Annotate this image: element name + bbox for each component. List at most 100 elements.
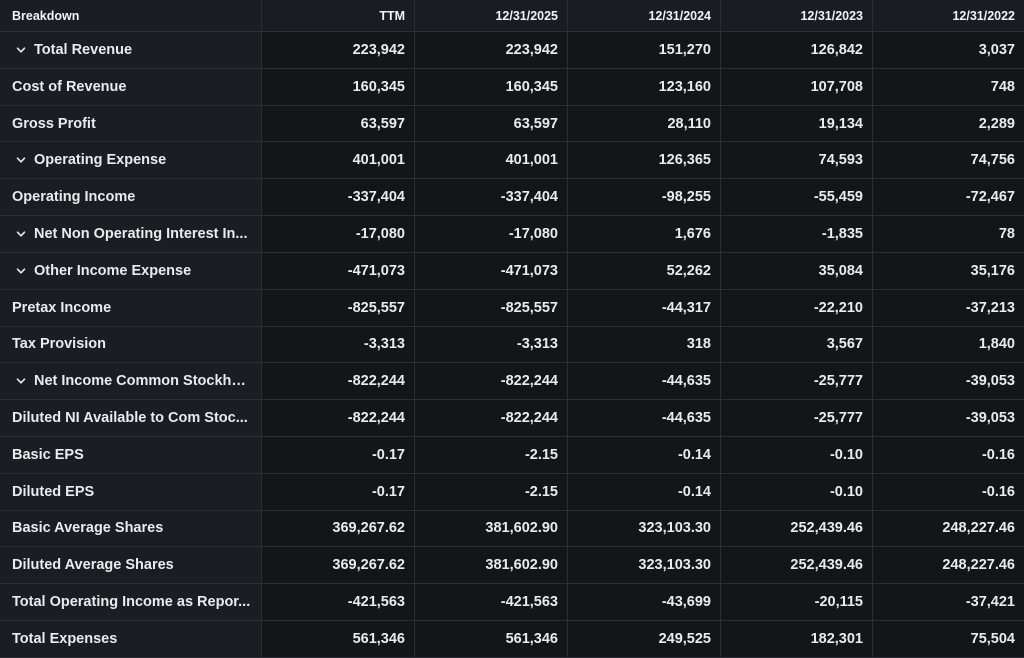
row-label-tax-provision: Tax Provision	[0, 326, 262, 364]
chevron-down-icon[interactable]	[15, 375, 27, 387]
value-cell: -25,777	[721, 363, 873, 401]
value-cell: -0.14	[568, 473, 721, 511]
value-cell: -822,244	[262, 400, 415, 437]
value-cell: 318	[568, 326, 721, 364]
value-cell: -822,244	[415, 400, 568, 437]
value-cell: 19,134	[721, 105, 873, 143]
value-cell: 28,110	[568, 105, 721, 143]
value-cell: 249,525	[568, 621, 721, 658]
value-cell: -43,699	[568, 584, 721, 621]
value-cell: -825,557	[415, 289, 568, 327]
value-cell: -72,467	[873, 179, 1024, 217]
value-cell: -44,635	[568, 363, 721, 401]
value-cell: -822,244	[415, 363, 568, 401]
value-cell: 381,602.90	[415, 547, 568, 585]
value-cell: 35,176	[873, 252, 1024, 290]
row-label-text: Operating Income	[12, 189, 136, 206]
value-cell: -98,255	[568, 179, 721, 217]
value-cell: 381,602.90	[415, 510, 568, 548]
value-cell: 252,439.46	[721, 547, 873, 585]
value-cell: -17,080	[415, 216, 568, 253]
value-cell: -0.10	[721, 436, 873, 474]
value-cell: -471,073	[415, 252, 568, 290]
row-label-total-revenue[interactable]: Total Revenue	[0, 32, 262, 69]
row-label-gross-profit: Gross Profit	[0, 105, 262, 143]
row-label-text: Tax Provision	[12, 336, 107, 353]
value-cell: -471,073	[262, 252, 415, 290]
value-cell: 52,262	[568, 252, 721, 290]
row-label-text: Total Operating Income as Repor...	[12, 594, 251, 611]
value-cell: -44,635	[568, 400, 721, 437]
row-label-text: Pretax Income	[12, 299, 112, 316]
value-cell: -421,563	[415, 584, 568, 621]
value-cell: 1,840	[873, 326, 1024, 364]
value-cell: -2.15	[415, 473, 568, 511]
value-cell: 2,289	[873, 105, 1024, 143]
value-cell: 369,267.62	[262, 547, 415, 585]
row-label-total-expenses: Total Expenses	[0, 621, 262, 658]
row-label-text: Basic EPS	[12, 446, 84, 463]
value-cell: -20,115	[721, 584, 873, 621]
row-label-net-income-common-stockho[interactable]: Net Income Common Stockho...	[0, 363, 262, 401]
value-cell: 107,708	[721, 68, 873, 106]
row-label-diluted-ni-available-to-com-stoc: Diluted NI Available to Com Stoc...	[0, 400, 262, 437]
value-cell: 223,942	[415, 32, 568, 69]
row-label-text: Diluted NI Available to Com Stoc...	[12, 410, 248, 427]
value-cell: -39,053	[873, 400, 1024, 437]
value-cell: -25,777	[721, 400, 873, 437]
value-cell: -0.10	[721, 473, 873, 511]
row-label-text: Cost of Revenue	[12, 78, 127, 95]
row-label-net-non-operating-interest-in[interactable]: Net Non Operating Interest In...	[0, 216, 262, 253]
row-label-basic-eps: Basic EPS	[0, 436, 262, 474]
value-cell: -3,313	[262, 326, 415, 364]
row-label-text: Operating Expense	[34, 152, 167, 169]
row-label-text: Basic Average Shares	[12, 520, 164, 537]
value-cell: -55,459	[721, 179, 873, 217]
value-cell: 123,160	[568, 68, 721, 106]
value-cell: -2.15	[415, 436, 568, 474]
chevron-down-icon[interactable]	[15, 154, 27, 166]
value-cell: 78	[873, 216, 1024, 253]
row-label-other-income-expense[interactable]: Other Income Expense	[0, 252, 262, 290]
value-cell: 35,084	[721, 252, 873, 290]
value-cell: -39,053	[873, 363, 1024, 401]
row-label-total-operating-income-as-repor: Total Operating Income as Repor...	[0, 584, 262, 621]
value-cell: -822,244	[262, 363, 415, 401]
header-column: 12/31/2024	[568, 0, 721, 32]
header-column: TTM	[262, 0, 415, 32]
value-cell: 561,346	[415, 621, 568, 658]
value-cell: -37,213	[873, 289, 1024, 327]
value-cell: -3,313	[415, 326, 568, 364]
chevron-down-icon[interactable]	[15, 228, 27, 240]
value-cell: -0.17	[262, 473, 415, 511]
value-cell: -0.16	[873, 436, 1024, 474]
row-label-basic-average-shares: Basic Average Shares	[0, 510, 262, 548]
value-cell: 561,346	[262, 621, 415, 658]
row-label-text: Diluted EPS	[12, 483, 95, 500]
row-label-text: Diluted Average Shares	[12, 557, 174, 574]
value-cell: 63,597	[415, 105, 568, 143]
value-cell: -17,080	[262, 216, 415, 253]
row-label-text: Total Expenses	[12, 630, 118, 647]
value-cell: -337,404	[415, 179, 568, 217]
value-cell: -337,404	[262, 179, 415, 217]
value-cell: -1,835	[721, 216, 873, 253]
row-label-operating-expense[interactable]: Operating Expense	[0, 142, 262, 180]
value-cell: -825,557	[262, 289, 415, 327]
value-cell: -421,563	[262, 584, 415, 621]
header-column: 12/31/2025	[415, 0, 568, 32]
row-label-diluted-average-shares: Diluted Average Shares	[0, 547, 262, 585]
row-label-diluted-eps: Diluted EPS	[0, 473, 262, 511]
row-label-text: Net Income Common Stockho...	[34, 373, 252, 390]
header-column: 12/31/2022	[873, 0, 1024, 32]
value-cell: 223,942	[262, 32, 415, 69]
chevron-down-icon[interactable]	[15, 265, 27, 277]
value-cell: 3,037	[873, 32, 1024, 69]
value-cell: -0.16	[873, 473, 1024, 511]
value-cell: 126,842	[721, 32, 873, 69]
chevron-down-icon[interactable]	[15, 44, 27, 56]
value-cell: 248,227.46	[873, 510, 1024, 548]
value-cell: 160,345	[415, 68, 568, 106]
value-cell: -22,210	[721, 289, 873, 327]
